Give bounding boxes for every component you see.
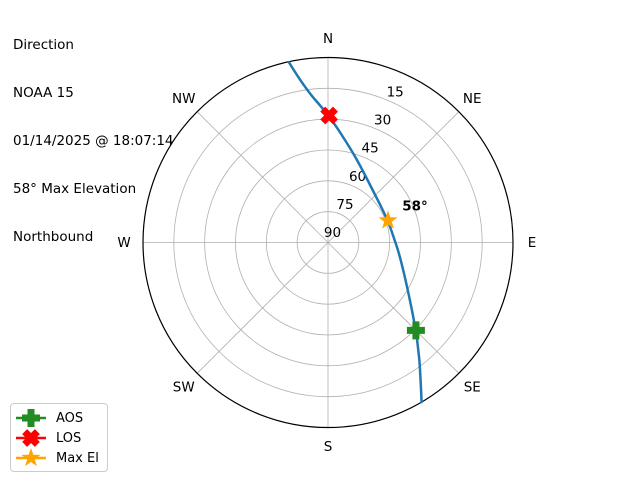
compass-label-w: W [117,235,130,251]
aos-marker [406,321,425,340]
elevation-ring [265,180,391,305]
max-el-marker [378,210,398,229]
elevation-tick-label: 45 [362,141,379,157]
pass-info-heading: Northbound [13,229,94,245]
elevation-ring [296,211,360,274]
legend-item-max-el: Max El [16,448,107,468]
aos-marker-icon [16,409,46,427]
compass-label-nw: NW [172,91,195,107]
pass-info-max-elevation: 58° Max Elevation [13,181,137,197]
pass-info-satellite: NOAA 15 [13,85,74,101]
compass-label-s: S [324,439,333,455]
pass-info: Direction NOAA 15 01/14/2025 @ 18:07:14 … [13,5,174,277]
legend-x-glyph [22,429,40,447]
compass-label-sw: SW [173,379,195,395]
compass-label-ne: NE [463,91,482,107]
compass-label-se: SE [464,379,481,395]
elevation-tick-label: 75 [336,197,353,213]
satellite-track [287,61,423,404]
legend-label-max-el: Max El [56,450,99,466]
elevation-ring [235,149,421,336]
polar-grid [143,57,513,428]
legend-item-los: LOS [16,428,107,448]
max-el-annotation: 58° [402,198,428,214]
elevation-tick-label: 15 [387,84,404,100]
legend-item-aos: AOS [16,408,107,428]
pass-info-title: Direction [13,37,74,53]
elevation-tick-label: 30 [374,113,391,129]
elevation-ring [173,87,483,398]
pass-info-datetime: 01/14/2025 @ 18:07:14 [13,133,174,149]
elevation-tick-label: 60 [349,169,366,185]
legend-star-glyph [21,448,41,467]
legend-label-los: LOS [56,430,82,446]
los-marker-icon [16,429,46,447]
compass-label-e: E [528,235,537,251]
legend: AOS LOS Max El [10,403,108,472]
max-el-marker-icon [16,448,46,467]
elevation-tick-label: 90 [324,225,341,241]
legend-plus-glyph [22,409,40,427]
compass-label-n: N [323,31,333,47]
legend-label-aos: AOS [56,410,84,426]
horizon-circle [142,56,514,429]
los-marker [320,106,338,125]
